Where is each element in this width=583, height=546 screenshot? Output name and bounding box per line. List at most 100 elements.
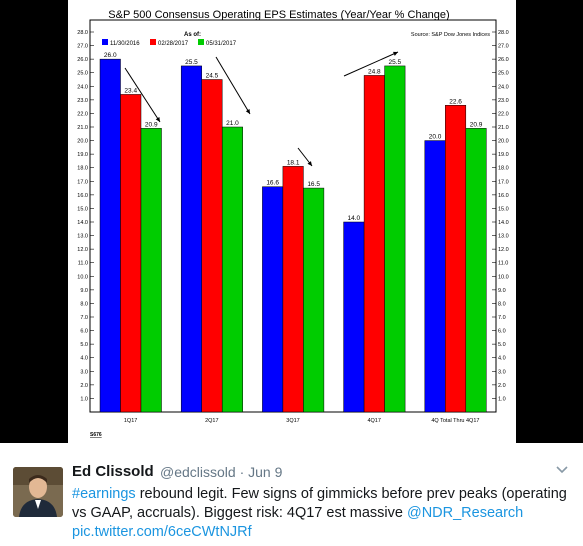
bar xyxy=(120,94,142,413)
y-tick-label-left: 18.0 xyxy=(77,166,88,172)
y-tick-label-right: 24.0 xyxy=(498,84,509,90)
chevron-down-icon[interactable] xyxy=(555,465,569,475)
y-tick-label-right: 11.0 xyxy=(498,261,508,267)
y-tick-label-left: 28.0 xyxy=(77,30,88,36)
bar xyxy=(343,221,365,413)
y-tick-label-left: 12.0 xyxy=(77,247,88,253)
bar-value-label: 18.1 xyxy=(287,159,300,166)
tweet-text-body: rebound legit. Few signs of gimmicks bef… xyxy=(72,486,567,521)
legend-title: As of: xyxy=(184,32,201,38)
y-tick-label-right: 26.0 xyxy=(498,57,509,63)
y-tick-label-right: 1.0 xyxy=(498,396,506,402)
trend-arrow-line xyxy=(124,67,161,123)
y-tick-label-left: 1.0 xyxy=(80,396,88,402)
y-tick-label-left: 27.0 xyxy=(77,44,88,50)
x-tick-label: 3Q17 xyxy=(286,418,299,424)
mention-link[interactable]: @NDR_Research xyxy=(406,505,524,521)
y-tick-label-right: 4.0 xyxy=(498,356,506,362)
bar-value-label: 14.0 xyxy=(348,215,361,222)
bar-value-label: 24.5 xyxy=(206,73,219,80)
legend-label: 05/31/2017 xyxy=(206,41,237,47)
chart-title: S&P 500 Consensus Operating EPS Estimate… xyxy=(108,9,449,21)
trend-arrow-head xyxy=(155,117,160,122)
bar xyxy=(180,65,202,413)
y-tick-label-right: 8.0 xyxy=(498,301,506,307)
bar-value-label: 21.0 xyxy=(226,120,239,127)
y-tick-label-left: 21.0 xyxy=(77,125,88,131)
bar xyxy=(384,65,406,413)
bar-value-label: 20.9 xyxy=(470,121,483,128)
y-tick-label-right: 27.0 xyxy=(498,44,509,50)
y-tick-label-left: 26.0 xyxy=(77,57,88,63)
bar xyxy=(140,128,162,413)
bar-value-label: 25.5 xyxy=(389,59,402,66)
y-tick-label-left: 13.0 xyxy=(77,234,88,240)
y-tick-label-left: 3.0 xyxy=(80,369,88,375)
y-tick-label-right: 23.0 xyxy=(498,98,509,104)
display-name[interactable]: Ed Clissold xyxy=(72,463,154,480)
x-tick-label: 1Q17 xyxy=(124,418,137,424)
tweet-meta: @edclissold · Jun 9 xyxy=(160,464,282,480)
hashtag-link[interactable]: #earnings xyxy=(72,486,136,502)
y-tick-label-right: 13.0 xyxy=(498,234,509,240)
y-tick-label-right: 5.0 xyxy=(498,342,506,348)
tweet-text: #earnings rebound legit. Few signs of gi… xyxy=(72,485,572,542)
chart-image: S&P 500 Consensus Operating EPS Estimate… xyxy=(68,0,516,443)
y-tick-label-left: 22.0 xyxy=(77,111,88,117)
bar xyxy=(282,166,304,413)
y-tick-label-right: 12.0 xyxy=(498,247,509,253)
bar xyxy=(303,187,325,413)
bar xyxy=(424,140,446,413)
y-tick-label-right: 9.0 xyxy=(498,288,506,294)
y-tick-label-left: 23.0 xyxy=(77,98,88,104)
y-tick-label-left: 17.0 xyxy=(77,179,88,185)
avatar-image xyxy=(13,467,63,517)
y-tick-label-left: 5.0 xyxy=(80,342,88,348)
avatar[interactable] xyxy=(13,467,63,517)
trend-arrow-head xyxy=(393,51,398,56)
chart-footnote: S676 xyxy=(90,432,102,438)
trend-arrow-line xyxy=(215,56,251,115)
trend-arrow-head xyxy=(245,109,250,114)
y-tick-label-right: 20.0 xyxy=(498,139,509,145)
y-tick-label-left: 9.0 xyxy=(80,288,88,294)
bar-value-label: 20.0 xyxy=(429,134,442,141)
tweet-date[interactable]: Jun 9 xyxy=(248,464,283,480)
y-tick-label-left: 10.0 xyxy=(77,274,88,280)
y-tick-label-right: 17.0 xyxy=(498,179,509,185)
bar-value-label: 20.9 xyxy=(145,121,158,128)
user-handle[interactable]: @edclissold xyxy=(160,464,236,480)
media-link[interactable]: pic.twitter.com/6ceCWtNJRf xyxy=(72,524,252,540)
x-tick-label: 4Q17 xyxy=(367,418,380,424)
y-tick-label-left: 11.0 xyxy=(78,261,88,267)
y-tick-label-right: 15.0 xyxy=(498,206,509,212)
y-tick-label-left: 4.0 xyxy=(80,356,88,362)
tweet-media[interactable]: S&P 500 Consensus Operating EPS Estimate… xyxy=(0,0,583,443)
tweet: Ed Clissold @edclissold · Jun 9 #earning… xyxy=(0,443,583,546)
y-tick-label-left: 2.0 xyxy=(80,383,88,389)
y-tick-label-left: 14.0 xyxy=(77,220,88,226)
trend-arrow-head xyxy=(307,161,312,166)
y-tick-label-right: 28.0 xyxy=(498,30,509,36)
bar-value-label: 24.8 xyxy=(368,68,381,75)
bar-value-label: 16.5 xyxy=(307,181,320,188)
y-tick-label-left: 15.0 xyxy=(77,206,88,212)
bar-value-label: 26.0 xyxy=(104,52,117,59)
x-tick-label: 4Q Total Thru 4Q17 xyxy=(431,418,479,424)
y-tick-label-right: 19.0 xyxy=(498,152,509,158)
bar xyxy=(262,186,284,413)
y-tick-label-right: 10.0 xyxy=(498,274,509,280)
y-tick-label-left: 16.0 xyxy=(77,193,88,199)
bar xyxy=(445,105,467,413)
bar xyxy=(465,128,487,413)
y-tick-label-right: 21.0 xyxy=(498,125,509,131)
y-tick-label-right: 2.0 xyxy=(498,383,506,389)
y-tick-label-left: 8.0 xyxy=(80,301,88,307)
bar xyxy=(201,79,223,413)
y-tick-label-right: 7.0 xyxy=(498,315,506,321)
y-tick-label-right: 3.0 xyxy=(498,369,506,375)
legend-swatch xyxy=(102,39,108,45)
legend-swatch xyxy=(150,39,156,45)
y-tick-label-right: 25.0 xyxy=(498,71,509,77)
legend-label: 02/28/2017 xyxy=(158,41,189,47)
